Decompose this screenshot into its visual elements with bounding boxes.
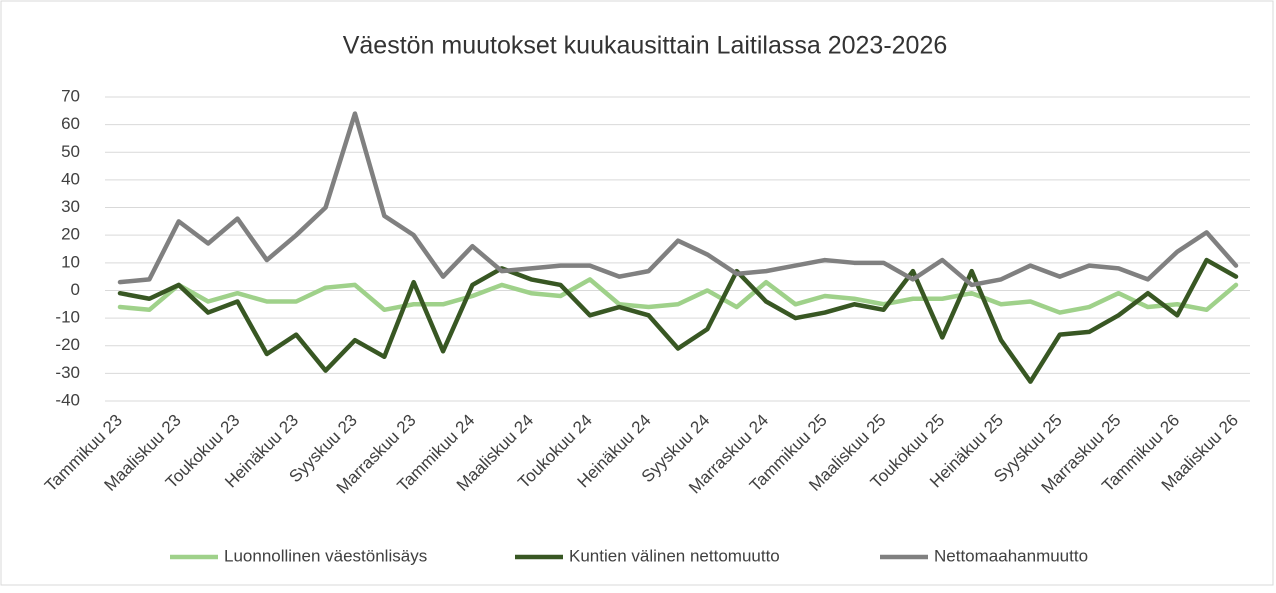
legend-label: Luonnollinen väestönlisäys: [224, 546, 427, 565]
y-tick-label: -10: [55, 308, 80, 327]
y-tick-label: 40: [61, 169, 80, 188]
series-line: [117, 257, 1239, 384]
y-tick-label: 20: [61, 225, 80, 244]
y-tick-label: 10: [61, 252, 80, 271]
y-tick-label: 70: [61, 86, 80, 105]
chart-title: Väestön muutokset kuukausittain Laitilas…: [343, 32, 948, 60]
y-tick-label: 50: [61, 142, 80, 161]
y-tick-label: -20: [55, 335, 80, 354]
series-line: [117, 277, 1239, 315]
y-tick-label: 30: [61, 197, 80, 216]
y-tick-label: 60: [61, 114, 80, 133]
y-tick-label: -40: [55, 390, 80, 409]
y-tick-label: 0: [71, 280, 80, 299]
y-tick-label: -30: [55, 363, 80, 382]
legend-label: Nettomaahanmuutto: [934, 546, 1088, 565]
series-line: [117, 111, 1239, 288]
legend-label: Kuntien välinen nettomuutto: [569, 546, 780, 565]
